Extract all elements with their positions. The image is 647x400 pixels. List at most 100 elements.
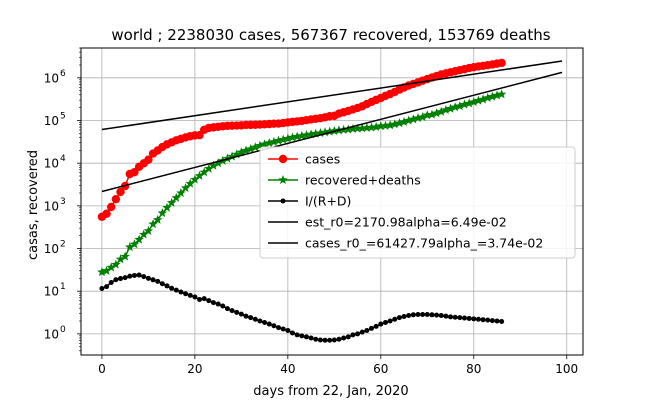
data-point-i-r-d [299,333,305,339]
data-point-cases [144,155,153,164]
data-point-recovered-deaths [297,130,307,140]
data-point-i-r-d [355,331,361,337]
data-point-i-r-d [345,334,351,340]
data-point-recovered-deaths [352,123,363,133]
legend-label-recovered-deaths: recovered+deaths [305,173,421,188]
y-tick-label: 10 [44,242,59,256]
data-point-recovered-deaths [441,104,451,114]
data-point-recovered-deaths [138,229,149,239]
data-point-i-r-d [392,316,398,322]
data-point-recovered-deaths [487,91,498,101]
data-point-i-r-d [499,319,505,325]
y-tick-label-exponent: 3 [60,197,66,207]
y-tick-label: 10 [44,327,59,341]
data-point-recovered-deaths [417,112,428,122]
y-tick-label-exponent: 2 [60,240,66,250]
legend-item-i-r-d: I/(R+D) [268,194,351,209]
data-point-recovered-deaths [222,153,233,163]
data-point-recovered-deaths [436,106,446,116]
data-point-recovered-deaths [236,147,247,157]
data-point-i-r-d [201,296,207,302]
data-point-i-r-d [489,318,495,324]
data-point-recovered-deaths [255,140,265,150]
y-tick-label: 10 [44,157,59,171]
data-point-i-r-d [448,314,454,320]
data-point-i-r-d [410,312,416,318]
series-line-est-r0-2170-98alpha-6-49e-02 [101,71,563,193]
data-point-recovered-deaths [469,97,479,107]
data-point-i-r-d [485,317,491,323]
data-point-i-r-d [192,294,198,300]
data-point-recovered-deaths [101,265,112,275]
data-point-recovered-deaths [385,120,395,130]
data-point-cases [107,202,116,212]
data-point-i-r-d [434,312,440,318]
data-point-recovered-deaths [143,225,154,235]
data-point-recovered-deaths [157,208,168,218]
data-point-i-r-d [141,274,147,280]
data-point-recovered-deaths [171,192,182,202]
data-point-recovered-deaths [120,251,130,261]
data-point-i-r-d [378,321,384,327]
data-point-i-r-d [108,279,114,285]
data-point-i-r-d [215,301,221,307]
data-point-recovered-deaths [227,151,237,161]
data-point-recovered-deaths [278,134,288,144]
y-tick-label: 10 [44,285,59,299]
data-point-recovered-deaths [152,214,163,224]
data-point-recovered-deaths [422,110,433,120]
data-point-i-r-d [122,275,128,281]
data-point-i-r-d [420,311,426,317]
data-point-i-r-d [243,313,249,319]
y-tick-label: 10 [44,71,59,85]
data-point-recovered-deaths [125,242,135,252]
data-point-recovered-deaths [231,149,242,159]
data-point-recovered-deaths [445,103,456,113]
data-point-i-r-d [350,332,356,338]
data-point-i-r-d [238,311,244,317]
data-point-recovered-deaths [176,188,186,198]
data-point-recovered-deaths [315,128,326,138]
data-point-recovered-deaths [320,127,330,137]
data-point-i-r-d [452,314,458,320]
data-point-recovered-deaths [269,136,279,146]
data-point-i-r-d [252,316,258,322]
data-point-cases [102,209,111,218]
data-point-recovered-deaths [455,101,465,111]
data-point-i-r-d [248,315,254,321]
data-point-i-r-d [197,296,203,302]
data-point-i-r-d [382,319,388,325]
legend-label-est-r0-2170-98alpha-6-49e-02: est_r0=2170.98alpha=6.49e-02 [305,215,507,230]
data-point-recovered-deaths [129,239,140,249]
y-tick-label-exponent: 0 [60,325,66,335]
data-point-i-r-d [118,276,124,282]
data-point-recovered-deaths [427,109,437,119]
data-point-i-r-d [336,336,342,342]
data-point-i-r-d [387,318,393,324]
data-point-i-r-d [131,272,137,278]
series-recovered-deaths [97,89,507,277]
data-point-recovered-deaths [194,170,205,180]
data-point-i-r-d [457,315,463,321]
legend-item-est-r0-2170-98alpha-6-49e-02: est_r0=2170.98alpha=6.49e-02 [268,215,507,230]
data-point-recovered-deaths [492,90,502,100]
data-point-i-r-d [173,287,179,293]
data-point-recovered-deaths [287,132,298,142]
data-point-i-r-d [271,323,277,329]
data-point-i-r-d [127,273,133,279]
data-point-i-r-d [206,298,212,304]
data-point-cases [111,194,121,204]
legend-marker-recovered-deaths [278,175,288,185]
data-point-i-r-d [415,311,421,317]
data-point-recovered-deaths [180,183,191,193]
data-point-i-r-d [289,330,295,336]
data-point-recovered-deaths [362,122,372,132]
legend-box [259,146,576,259]
data-point-recovered-deaths [190,174,200,184]
data-point-i-r-d [99,285,105,291]
chart-title: world ; 2238030 cases, 567367 recovered,… [111,26,550,44]
data-point-recovered-deaths [264,138,275,148]
data-point-recovered-deaths [403,115,414,125]
